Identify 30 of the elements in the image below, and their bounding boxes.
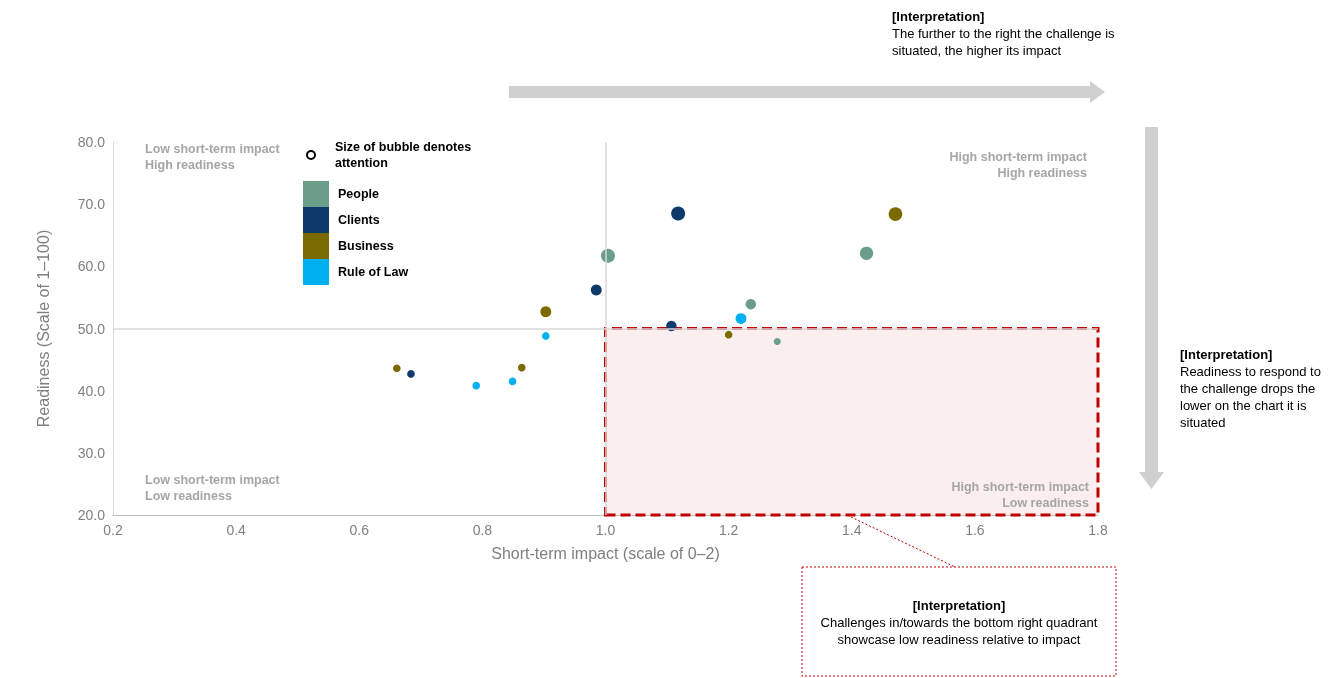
annotation: Low short-term impact High readiness — [145, 141, 280, 173]
legend-label: Business — [338, 239, 394, 253]
y-tick-label: 70.0 — [77, 196, 106, 213]
legend-title: Size of bubble denotes attention — [335, 139, 473, 171]
text: [Interpretation] The further to the right the challenge is situated, the higher its impact — [892, 8, 1116, 59]
x-tick-label: 1.8 — [1088, 522, 1108, 538]
y-tick-label: 20.0 — [77, 507, 106, 523]
legend-label: People — [338, 187, 380, 201]
y-tick-label: 30.0 — [77, 444, 106, 461]
legend-label: Rule of Law — [338, 265, 409, 279]
y-tick-label: 40.0 — [77, 382, 106, 399]
y-tick-label: 50.0 — [77, 320, 106, 337]
annotation: High short-term impact Low readiness — [951, 479, 1089, 511]
y-tick-label: 60.0 — [77, 258, 106, 275]
x-tick-label: 1.0 — [595, 522, 616, 538]
text: [Interpretation] Readiness to respond to the challenge drops the lower on the chart it is situated — [1180, 346, 1322, 431]
annotation: High short-term impact High readiness — [949, 149, 1087, 181]
x-tick-label: 1.4 — [842, 522, 862, 538]
x-axis-title: Short-term impact (scale of 0–2) — [491, 544, 720, 562]
text: [Interpretation] Challenges in/towards the bottom right quadrant showcase low readiness relative to impact — [819, 597, 1099, 648]
legend-label: Clients — [338, 213, 380, 227]
x-tick-label: 0.2 — [103, 522, 123, 538]
annotation: Low short-term impact Low readiness — [145, 472, 280, 504]
x-tick-label: 1.6 — [965, 522, 985, 538]
x-tick-label: 0.8 — [472, 522, 493, 538]
y-axis-title: Readiness (Scale of 1–100) — [34, 229, 52, 428]
x-tick-label: 0.4 — [226, 522, 247, 538]
x-tick-label: 0.6 — [349, 522, 370, 538]
x-tick-label: 1.2 — [718, 522, 739, 538]
y-tick-label: 80.0 — [77, 134, 106, 150]
